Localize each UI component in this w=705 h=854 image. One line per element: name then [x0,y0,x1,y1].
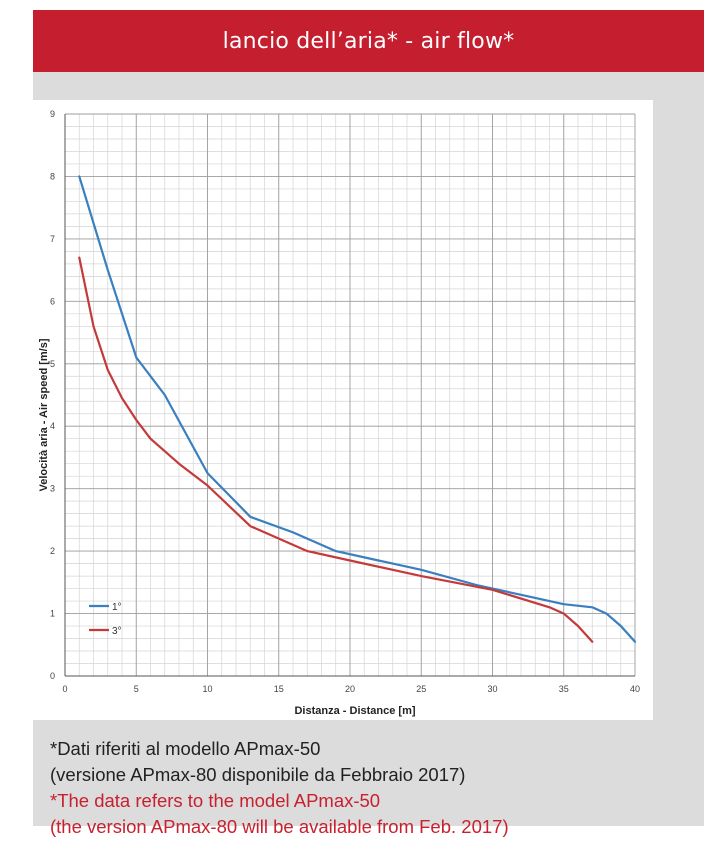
y-tick-label: 9 [50,109,55,119]
x-tick-label: 25 [416,684,426,694]
x-tick-label: 0 [62,684,67,694]
x-tick-label: 35 [559,684,569,694]
series-line-2 [78,256,594,643]
y-tick-label: 7 [50,234,55,244]
air-flow-chart: 0 5 10 15 20 25 30 35 40 0 1 2 3 4 5 6 7 8 9 1° 3° Distanza… [38,109,640,717]
y-tick-label: 1 [50,609,55,619]
legend-label-2: 3° [112,626,122,637]
axes [64,114,635,677]
x-tick-label: 30 [487,684,497,694]
chart-container: 0 5 10 15 20 25 30 35 40 0 1 2 3 4 5 6 7 8 9 1° 3° Distanza… [33,100,653,720]
x-axis-label: Distanza - Distance [m] [294,705,415,717]
note-italian-line-2: (versione APmax-80 disponibile da Febbra… [50,764,466,785]
y-axis-label: Velocità aria - Air speed [m/s] [38,338,50,491]
x-tick-label: 15 [274,684,284,694]
page-title: lancio dell’aria* - air flow* [222,28,515,54]
y-tick-label: 8 [50,171,55,181]
y-tick-label: 6 [50,296,55,306]
note-english-line-1: *The data refers to the model APmax-50 [50,790,381,811]
note-italian-line-1: *Dati riferiti al modello APmax-50 [50,738,321,759]
major-grid [64,113,636,677]
tick-labels: 0 5 10 15 20 25 30 35 40 0 1 2 3 4 5 6 7 8 9 [50,109,640,694]
note-english-line-2: (the version APmax-80 will be available … [50,816,509,837]
y-tick-label: 5 [50,359,55,369]
legend-label-1: 1° [112,602,122,613]
y-tick-label: 4 [50,421,55,431]
y-tick-label: 0 [50,671,55,681]
chart-legend: 1° 3° [89,602,122,637]
y-tick-label: 2 [50,546,55,556]
series-lines [78,175,637,643]
x-tick-label: 5 [134,684,139,694]
series-line-1 [78,175,637,643]
y-tick-label: 3 [50,484,55,494]
x-tick-label: 20 [345,684,355,694]
x-tick-label: 40 [630,684,640,694]
title-banner: lancio dell’aria* - air flow* [33,10,704,72]
x-tick-label: 10 [202,684,212,694]
